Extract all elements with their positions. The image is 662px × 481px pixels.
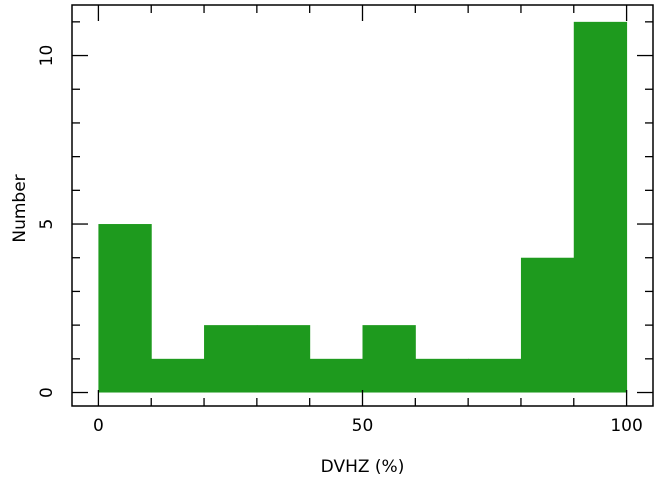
y-tick-label-5: 5: [37, 219, 57, 230]
x-tick-label-100: 100: [610, 416, 642, 436]
histogram-bar-7: [468, 358, 522, 393]
y-tick-label-10: 10: [37, 45, 57, 67]
y-tick-label-0: 0: [37, 387, 57, 398]
histogram-bar-0: [98, 224, 152, 393]
x-tick-label-0: 0: [93, 416, 104, 436]
histogram-bar-5: [362, 325, 416, 393]
x-axis-label: DVHZ (%): [321, 457, 405, 477]
histogram-bar-2: [204, 325, 258, 393]
ticks-group: [72, 5, 653, 406]
histogram-bar-3: [256, 325, 311, 393]
y-axis-label: Number: [10, 174, 30, 242]
bars-group: [98, 21, 628, 393]
x-tick-label-50: 50: [352, 416, 374, 436]
histogram-bar-9: [573, 21, 628, 393]
histogram-bar-1: [151, 358, 205, 393]
plot-frame: [71, 4, 654, 407]
histogram-bar-6: [415, 358, 469, 393]
tick-labels-group: 0 50 100 0 5 10: [37, 45, 643, 436]
histogram-bar-4: [309, 358, 363, 393]
histogram-bar-8: [520, 257, 575, 393]
